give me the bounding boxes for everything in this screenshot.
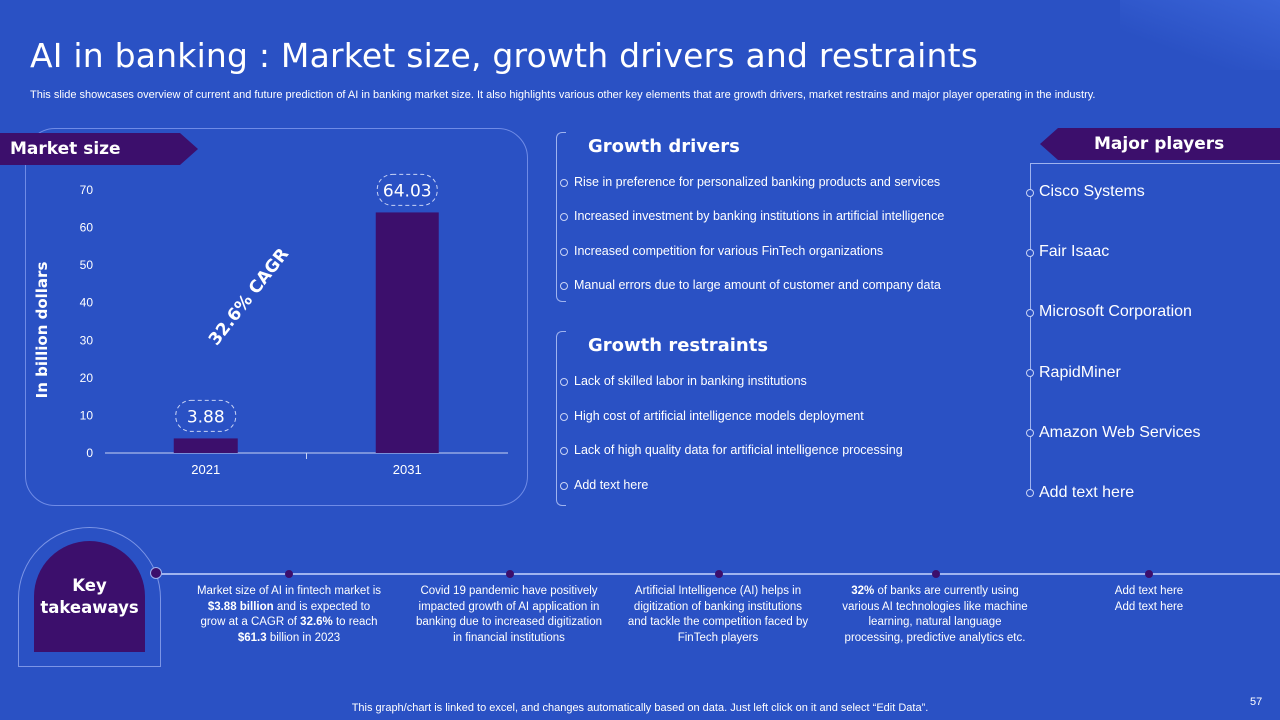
bullet-dot	[1026, 189, 1034, 197]
bar-2031	[375, 212, 439, 453]
data-label-2031: 64.03	[383, 181, 432, 201]
page-subtitle: This slide showcases overview of current…	[30, 89, 1096, 101]
bullet-dot	[560, 213, 568, 221]
value-callout-outline	[175, 399, 237, 432]
corner-gradient	[1120, 0, 1280, 70]
growth-restraint-item: High cost of artificial intelligence mod…	[574, 409, 864, 423]
growth-drivers-bracket	[556, 132, 566, 302]
takeaway-4-part: of banks are currently using various AI …	[842, 585, 1028, 644]
takeaway-5-line: Add text here	[1114, 585, 1184, 597]
bar-2021	[173, 438, 238, 453]
major-player-item: Amazon Web Services	[1039, 424, 1201, 441]
major-players-frame	[1030, 163, 1280, 493]
bullet-dot	[560, 413, 568, 421]
takeaway-text-4: 32% of banks are currently using various…	[840, 584, 1030, 646]
bullet-dot	[560, 248, 568, 256]
growth-driver-item: Manual errors due to large amount of cus…	[574, 278, 941, 292]
major-player-item: RapidMiner	[1039, 364, 1121, 381]
takeaway-text-1: Market size of AI in fintech market is $…	[194, 584, 384, 646]
timeline-dot	[1145, 570, 1153, 578]
timeline-dot	[932, 570, 940, 578]
takeaway-1-part: billion in 2023	[266, 631, 341, 644]
takeaway-text-5: Add text here Add text here	[1054, 584, 1244, 615]
bullet-dot	[560, 482, 568, 490]
x-tick-label: 2031	[393, 462, 422, 477]
chart-y-axis-label: In billion dollars	[33, 261, 51, 399]
growth-restraints-bracket	[556, 331, 566, 506]
takeaway-1-part: and is expected to grow at a CAGR of	[200, 600, 371, 629]
key-takeaways-badge: Key takeaways	[34, 541, 145, 652]
y-tick-label: 0	[86, 446, 93, 460]
bullet-dot	[1026, 369, 1034, 377]
growth-restraint-item: Lack of high quality data for artificial…	[574, 443, 903, 457]
market-size-panel	[25, 128, 528, 506]
value-callout-outline	[376, 173, 438, 206]
takeaway-4-highlight: 32%	[851, 585, 875, 597]
major-player-item: Add text here	[1039, 484, 1135, 501]
bullet-dot	[560, 447, 568, 455]
bullet-dot	[1026, 309, 1034, 317]
takeaway-1-highlight: $3.88 billion	[207, 600, 274, 613]
takeaway-text-3: Artificial Intelligence (AI) helps in di…	[627, 585, 809, 644]
takeaway-5-line: Add text here	[1114, 600, 1184, 613]
major-players-title: Major players	[1094, 134, 1225, 154]
takeaway-text-2: Covid 19 pandemic have positively impact…	[415, 585, 603, 644]
key-takeaways-title-line1: Key	[72, 575, 107, 595]
major-players-ribbon: Major players	[1040, 128, 1280, 160]
market-size-ribbon: Market size	[0, 133, 198, 165]
bullet-dot	[1026, 249, 1034, 257]
y-tick-label: 10	[80, 408, 94, 422]
footnote: This graph/chart is linked to excel, and…	[351, 702, 929, 714]
takeaway-1-part: Market size of AI in fintech market is	[196, 585, 382, 597]
takeaway-1-part: to reach	[332, 616, 378, 628]
bullet-dot	[1026, 489, 1034, 497]
page-title: AI in banking : Market size, growth driv…	[30, 36, 979, 75]
bullet-dot	[560, 378, 568, 386]
timeline-dot	[506, 570, 514, 578]
key-takeaways-outline	[18, 527, 161, 667]
growth-restraint-item: Lack of skilled labor in banking institu…	[574, 374, 807, 388]
major-player-item: Microsoft Corporation	[1039, 303, 1192, 320]
y-tick-label: 50	[80, 258, 94, 272]
y-tick-label: 60	[80, 221, 94, 235]
key-takeaways-title-line2: takeaways	[40, 597, 139, 617]
growth-driver-item: Increased competition for various FinTec…	[574, 244, 884, 258]
timeline-dot	[285, 570, 293, 578]
timeline-dot	[715, 570, 723, 578]
bullet-dot	[560, 179, 568, 187]
major-player-item: Cisco Systems	[1039, 183, 1145, 200]
y-tick-label: 30	[80, 333, 94, 347]
y-tick-label: 20	[80, 371, 94, 385]
timeline-dot	[150, 567, 162, 579]
takeaway-1-highlight: $61.3	[237, 631, 267, 644]
growth-restraint-item: Add text here	[574, 478, 649, 492]
y-tick-label: 40	[80, 296, 94, 310]
growth-drivers-title: Growth drivers	[588, 136, 740, 157]
growth-restraints-title: Growth restraints	[588, 335, 769, 356]
takeaway-1-highlight: 32.6%	[300, 616, 333, 628]
market-size-label: Market size	[10, 139, 121, 159]
growth-driver-item: Increased investment by banking institut…	[574, 209, 945, 223]
market-size-chart[interactable]: 0 10 20 30 40 50 60 70 2021 3.88 2031 64.03	[25, 128, 528, 506]
growth-driver-item: Rise in preference for personalized bank…	[574, 175, 941, 189]
page-number: 57	[1250, 696, 1263, 708]
x-tick-label: 2021	[191, 462, 220, 477]
major-player-item: Fair Isaac	[1039, 243, 1110, 260]
bullet-dot	[1026, 429, 1034, 437]
y-tick-label: 70	[80, 183, 94, 197]
bullet-dot	[560, 282, 568, 290]
data-label-2021: 3.88	[187, 407, 225, 427]
